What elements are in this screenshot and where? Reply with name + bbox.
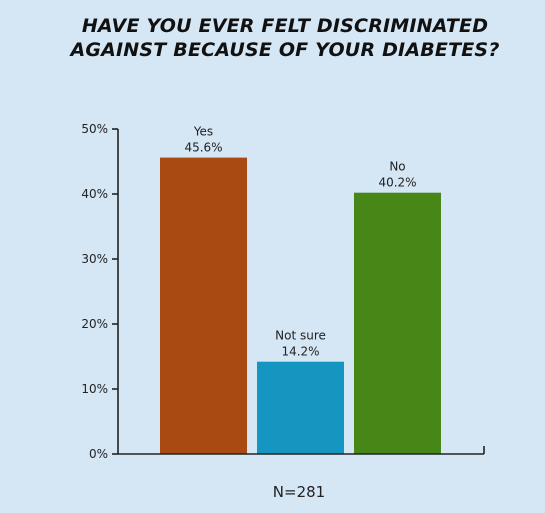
bars [160,157,441,454]
chart-title: HAVE YOU EVER FELT DISCRIMINATED AGAINST… [70,15,500,61]
sample-size-note: N=281 [273,483,325,501]
bar-value-label: 40.2% [378,176,416,190]
y-tick-label: 0% [89,447,108,461]
bar-not-sure [257,361,344,454]
y-tick-label: 30% [81,252,108,266]
bar-value-label: 14.2% [281,345,319,359]
y-tick-label: 20% [81,317,108,331]
bar-labels: Yes 45.6% Not sure 14.2% No 40.2% [184,125,416,359]
bar-category-label: Not sure [275,329,326,343]
y-tick-label: 40% [81,187,108,201]
y-axis-ticks: 0% 10% 20% 30% 40% 50% [81,122,118,461]
bar-no [354,192,441,454]
y-tick-label: 10% [81,382,108,396]
bar-category-label: No [389,160,405,174]
bar-category-label: Yes [193,125,213,139]
bar-yes [160,157,247,454]
y-tick-label: 50% [81,122,108,136]
bar-value-label: 45.6% [184,141,222,155]
